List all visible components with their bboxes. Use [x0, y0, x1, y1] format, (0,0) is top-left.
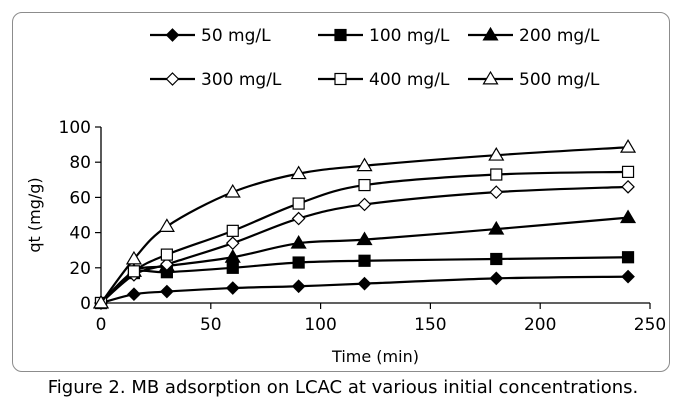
- legend-entry: 500 mg/L: [468, 70, 600, 90]
- legend-entry: 300 mg/L: [150, 70, 282, 90]
- chart-series: [92, 139, 637, 310]
- x-tick-label: 0: [96, 315, 107, 335]
- data-point: [356, 231, 373, 246]
- legend-marker: [482, 70, 499, 85]
- data-point: [158, 218, 175, 232]
- data-point: [488, 220, 505, 235]
- y-tick-label: 80: [69, 153, 91, 173]
- y-axis-title: qt (mg/g): [25, 177, 44, 252]
- legend-label: 200 mg/L: [519, 26, 600, 46]
- x-tick-label: 250: [634, 315, 666, 335]
- x-tick-label: 100: [304, 315, 336, 335]
- data-point: [225, 236, 240, 251]
- y-tick-label: 100: [59, 118, 91, 138]
- data-point: [619, 209, 637, 224]
- data-point: [127, 265, 141, 278]
- legend-entry: 50 mg/L: [150, 26, 271, 46]
- series-6: [92, 139, 637, 309]
- data-point: [621, 269, 635, 284]
- data-point: [621, 165, 635, 178]
- data-point: [92, 294, 110, 309]
- x-tick-label: 50: [200, 315, 222, 335]
- data-point: [621, 251, 635, 264]
- data-point: [488, 146, 505, 161]
- legend: 50 mg/L 100 mg/L 200 mg/L 300 mg/L 400 mg/L 5…: [150, 26, 600, 90]
- legend-label: 500 mg/L: [519, 70, 600, 90]
- data-point: [225, 281, 240, 295]
- data-point: [160, 248, 173, 261]
- data-point: [357, 276, 372, 291]
- legend-entry: 200 mg/L: [468, 26, 600, 46]
- legend-entry: 400 mg/L: [318, 70, 450, 90]
- data-point: [224, 249, 241, 263]
- y-tick-label: 20: [69, 259, 91, 279]
- data-point: [160, 257, 174, 272]
- data-point: [160, 284, 174, 299]
- legend-marker: [165, 28, 180, 42]
- data-point: [291, 279, 306, 294]
- y-tick-label: 40: [69, 224, 91, 244]
- legend-label: 300 mg/L: [201, 70, 282, 90]
- chart-frame: [12, 12, 670, 372]
- data-point: [490, 252, 503, 266]
- legend-marker: [165, 72, 180, 86]
- series-5: [94, 165, 635, 310]
- legend-marker: [334, 72, 347, 86]
- legend-label: 400 mg/L: [369, 70, 450, 90]
- data-point: [356, 157, 373, 172]
- legend-entry: 100 mg/L: [318, 26, 450, 46]
- legend-label: 50 mg/L: [201, 26, 271, 46]
- x-tick-label: 150: [414, 315, 446, 335]
- data-point: [290, 165, 307, 180]
- legend-label: 100 mg/L: [369, 26, 450, 46]
- data-point: [619, 139, 637, 153]
- legend-marker: [334, 28, 347, 42]
- data-point: [358, 178, 371, 192]
- data-point: [291, 211, 306, 226]
- y-tick-label: 60: [69, 188, 91, 208]
- data-point: [621, 179, 635, 194]
- chart-axes: 0 20 40 60 80 100 0 50 100 150 200 250 Time (min) qt …: [25, 118, 666, 366]
- data-point: [357, 197, 372, 212]
- data-point: [226, 261, 239, 274]
- data-point: [489, 271, 504, 286]
- data-point: [127, 287, 141, 302]
- data-point: [292, 256, 305, 269]
- data-point: [490, 168, 503, 181]
- data-point: [226, 224, 239, 237]
- data-point: [292, 197, 305, 210]
- data-point: [125, 250, 142, 265]
- x-axis-title: Time (min): [331, 347, 419, 366]
- data-point: [224, 183, 241, 198]
- x-tick-label: 200: [524, 315, 556, 335]
- figure-caption: Figure 2. MB adsorption on LCAC at vario…: [47, 377, 639, 398]
- y-tick-label: 0: [80, 294, 91, 314]
- data-point: [489, 185, 504, 199]
- data-point: [290, 234, 307, 249]
- data-point: [358, 254, 371, 267]
- legend-marker: [482, 26, 499, 41]
- line-chart: 50 mg/L 100 mg/L 200 mg/L 300 mg/L 400 mg/L 5…: [25, 26, 666, 366]
